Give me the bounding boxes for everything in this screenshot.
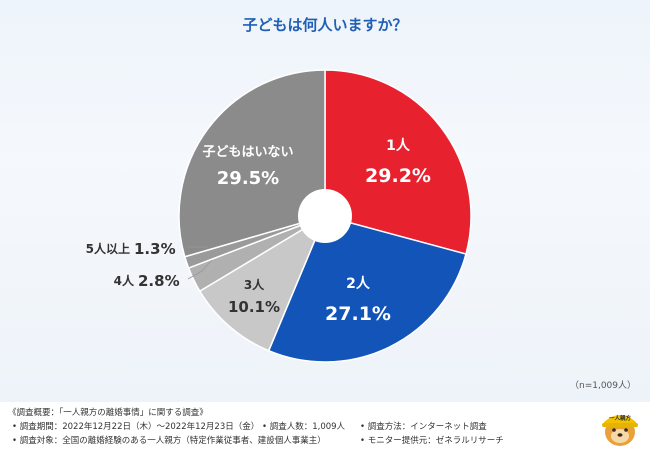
survey-method: • 調査方法：インターネット調査 xyxy=(360,422,487,432)
mascot-logo-icon: 一人親方 xyxy=(602,414,638,446)
slice-label-3: 3人 xyxy=(244,277,265,292)
slice-value-2: 27.1% xyxy=(325,303,391,325)
survey-provider: • モニター提供元：ゼネラルリサーチ xyxy=(360,436,504,446)
leader-line-4 xyxy=(187,259,213,280)
survey-period: • 調査期間：2022年12月22日（木）〜2022年12月23日（金） xyxy=(12,422,260,432)
slice-label-none: 子どもはいない xyxy=(202,145,293,160)
pie-slice-1 xyxy=(324,69,472,256)
slice-label-4: 4人 xyxy=(114,273,135,288)
survey-target: • 調査対象：全国の離婚経験のある一人親方（特定作業従事者、建設個人事業主） xyxy=(12,436,326,446)
mascot-badge-text: 一人親方 xyxy=(609,414,632,422)
slice-label-2: 2人 xyxy=(346,275,371,292)
pie-slices xyxy=(178,69,472,363)
slice-value-5plus: 1.3% xyxy=(134,240,176,258)
slice-label-1: 1人 xyxy=(386,137,411,154)
slice-value-none: 29.5% xyxy=(217,168,279,189)
pie-slice-none xyxy=(178,69,326,258)
survey-respondents: • 調査人数：1,009人 xyxy=(262,422,346,432)
donut-hole xyxy=(298,189,352,243)
slice-value-1: 29.2% xyxy=(365,165,431,187)
pie-slice-2 xyxy=(267,215,467,363)
slice-value-4: 2.8% xyxy=(138,272,180,290)
sample-size: （n=1,009人） xyxy=(569,381,636,391)
pie-slice-3 xyxy=(198,214,327,352)
pie-chart: 1人 29.2% 2人 27.1% 3人 10.1% 4人 2.8% 5人以上 … xyxy=(86,69,472,363)
slice-value-3: 10.1% xyxy=(228,298,280,316)
chart-title: 子どもは何人いますか？ xyxy=(242,16,408,34)
survey-summary-title: 《調査概要：「一人親方の離婚事情」に関する調査》 xyxy=(8,408,208,418)
slice-label-5plus: 5人以上 xyxy=(86,241,130,256)
survey-footer: 《調査概要：「一人親方の離婚事情」に関する調査》 • 調査期間：2022年12月… xyxy=(0,402,650,450)
